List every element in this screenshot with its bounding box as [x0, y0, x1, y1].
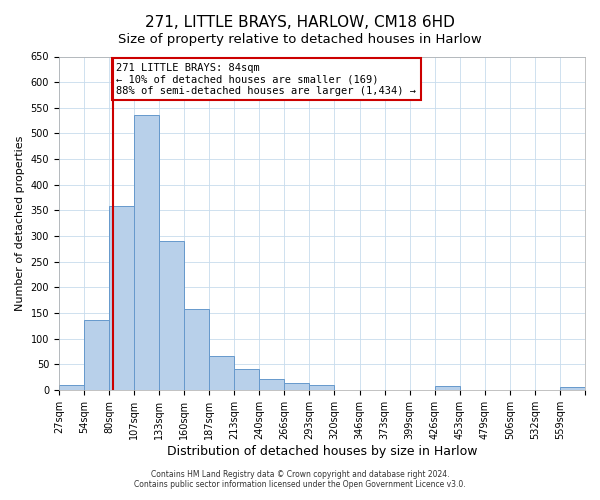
- Text: 271, LITTLE BRAYS, HARLOW, CM18 6HD: 271, LITTLE BRAYS, HARLOW, CM18 6HD: [145, 15, 455, 30]
- Bar: [434, 386, 460, 390]
- Bar: [134, 116, 159, 390]
- Y-axis label: Number of detached properties: Number of detached properties: [15, 136, 25, 311]
- Bar: [310, 384, 334, 390]
- Bar: [59, 384, 84, 390]
- Bar: [184, 309, 209, 390]
- Text: 271 LITTLE BRAYS: 84sqm
← 10% of detached houses are smaller (169)
88% of semi-d: 271 LITTLE BRAYS: 84sqm ← 10% of detache…: [116, 62, 416, 96]
- Bar: [159, 240, 184, 390]
- Bar: [560, 388, 585, 390]
- Text: Contains HM Land Registry data © Crown copyright and database right 2024.
Contai: Contains HM Land Registry data © Crown c…: [134, 470, 466, 489]
- Text: Size of property relative to detached houses in Harlow: Size of property relative to detached ho…: [118, 32, 482, 46]
- Bar: [109, 206, 134, 390]
- Bar: [284, 382, 310, 390]
- Bar: [209, 356, 234, 390]
- Bar: [259, 378, 284, 390]
- Bar: [234, 370, 259, 390]
- X-axis label: Distribution of detached houses by size in Harlow: Distribution of detached houses by size …: [167, 444, 477, 458]
- Bar: [84, 320, 109, 390]
